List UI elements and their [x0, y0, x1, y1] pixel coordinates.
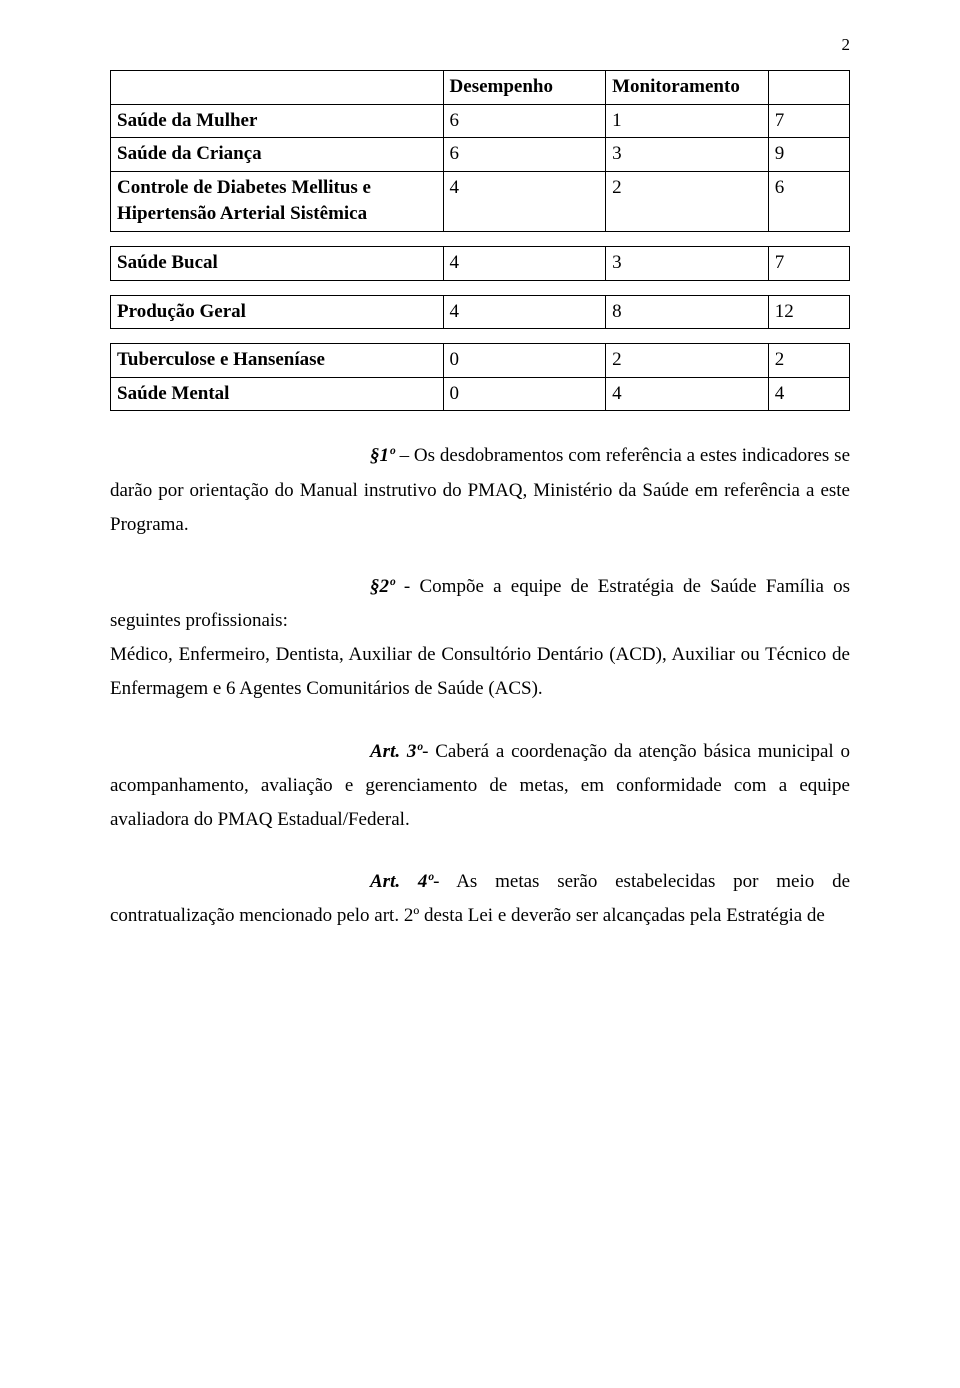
table-row: Saúde Mental 0 4 4	[111, 377, 850, 411]
paragraph-2: §2º - Compõe a equipe de Estratégia de S…	[110, 570, 850, 707]
table-row: Saúde da Criança 6 3 9	[111, 138, 850, 172]
cell: Saúde Bucal	[111, 246, 444, 280]
document-page: 2 Desempenho Monitoramento Saúde da Mulh…	[0, 0, 960, 1388]
table-row: Controle de Diabetes Mellitus e Hiperten…	[111, 171, 850, 231]
header-cell	[111, 71, 444, 105]
table-row: Tuberculose e Hanseníase 0 2 2	[111, 344, 850, 378]
cell: 6	[443, 104, 606, 138]
cell: 2	[768, 344, 849, 378]
table-row: Produção Geral 4 8 12	[111, 295, 850, 329]
cell: 6	[768, 171, 849, 231]
header-cell: Monitoramento	[606, 71, 769, 105]
cell: Controle de Diabetes Mellitus e Hiperten…	[111, 171, 444, 231]
table-row: Saúde da Mulher 6 1 7	[111, 104, 850, 138]
paragraph-1: §1º – Os desdobramentos com referência a…	[110, 439, 850, 542]
paragraph-4: Art. 4º- As metas serão estabelecidas po…	[110, 865, 850, 933]
paragraph-3: Art. 3º- Caberá a coordenação da atenção…	[110, 735, 850, 838]
para-text: - As metas serão estabelecidas por meio …	[110, 871, 850, 926]
cell: 7	[768, 246, 849, 280]
cell: 3	[606, 138, 769, 172]
cell: 4	[768, 377, 849, 411]
cell: 4	[443, 171, 606, 231]
cell: 0	[443, 377, 606, 411]
table-health-indicators: Desempenho Monitoramento Saúde da Mulher…	[110, 70, 850, 232]
table-row: Desempenho Monitoramento	[111, 71, 850, 105]
cell: 3	[606, 246, 769, 280]
cell: Saúde Mental	[111, 377, 444, 411]
table-saude-bucal: Saúde Bucal 4 3 7	[110, 246, 850, 281]
table-tuberculose-mental: Tuberculose e Hanseníase 0 2 2 Saúde Men…	[110, 343, 850, 411]
para-text: - Caberá a coordenação da atenção básica…	[110, 741, 850, 830]
cell: 1	[606, 104, 769, 138]
cell: 6	[443, 138, 606, 172]
para-lead: Art. 3º	[370, 741, 422, 762]
cell: 9	[768, 138, 849, 172]
cell: Saúde da Criança	[111, 138, 444, 172]
cell: 4	[443, 246, 606, 280]
cell: 12	[768, 295, 849, 329]
table-row: Saúde Bucal 4 3 7	[111, 246, 850, 280]
para-lead: §1º	[370, 445, 395, 466]
cell: 8	[606, 295, 769, 329]
cell: Tuberculose e Hanseníase	[111, 344, 444, 378]
cell: 2	[606, 171, 769, 231]
table-1: Desempenho Monitoramento Saúde da Mulher…	[110, 70, 850, 232]
para-text: – Os desdobramentos com referência a est…	[110, 445, 850, 534]
table-4: Tuberculose e Hanseníase 0 2 2 Saúde Men…	[110, 343, 850, 411]
cell: 2	[606, 344, 769, 378]
header-cell: Desempenho	[443, 71, 606, 105]
para-text: Médico, Enfermeiro, Dentista, Auxiliar d…	[110, 644, 850, 699]
header-cell	[768, 71, 849, 105]
para-lead: Art. 4º	[370, 871, 433, 892]
para-text: - Compõe a equipe de Estratégia de Saúde…	[110, 576, 850, 631]
para-lead: §2º	[370, 576, 395, 597]
cell: 4	[606, 377, 769, 411]
table-2: Saúde Bucal 4 3 7	[110, 246, 850, 281]
cell: 4	[443, 295, 606, 329]
cell: Produção Geral	[111, 295, 444, 329]
cell: 7	[768, 104, 849, 138]
table-3: Produção Geral 4 8 12	[110, 295, 850, 330]
table-producao-geral: Produção Geral 4 8 12	[110, 295, 850, 330]
page-number: 2	[842, 30, 851, 61]
cell: 0	[443, 344, 606, 378]
cell: Saúde da Mulher	[111, 104, 444, 138]
